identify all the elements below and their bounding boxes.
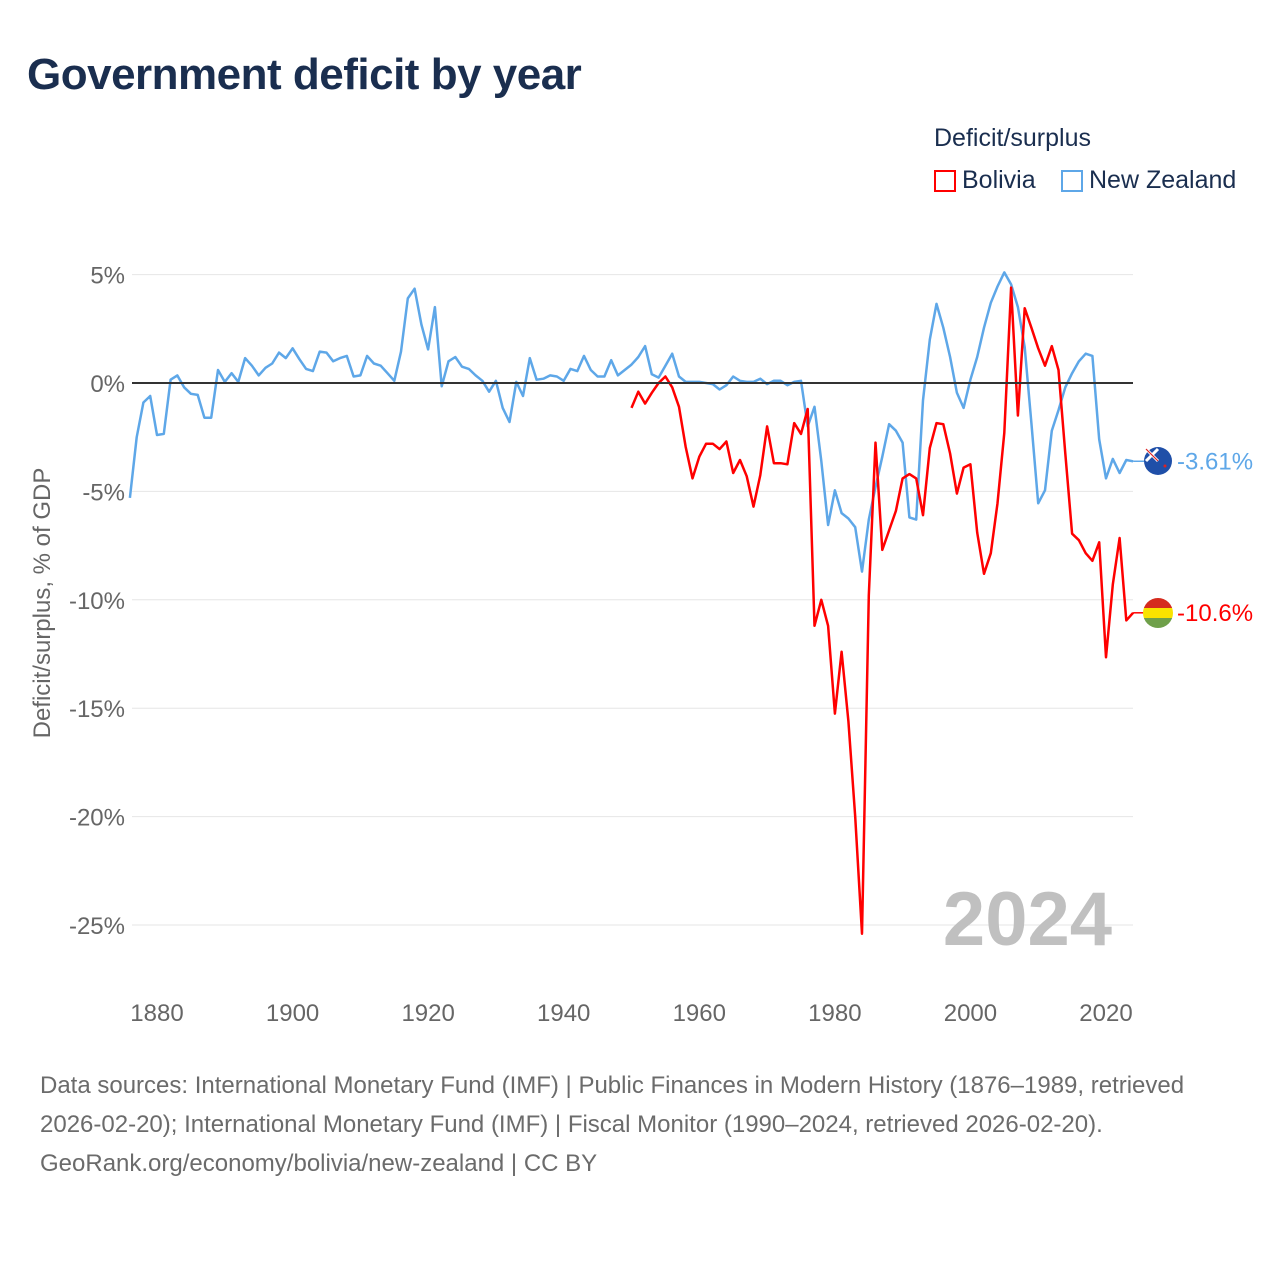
- end-value-label: -3.61%: [1177, 448, 1253, 475]
- credit-link[interactable]: GeoRank.org/economy/bolivia/new-zealand …: [40, 1150, 598, 1177]
- y-tick-label: 0%: [90, 371, 125, 398]
- x-tick-label: 2000: [944, 1000, 997, 1027]
- y-tick-label: -10%: [69, 588, 125, 615]
- legend-item-new-zealand[interactable]: New Zealand: [1061, 166, 1236, 195]
- footer: Data sources: International Monetary Fun…: [40, 1066, 1240, 1183]
- x-tick-label: 1880: [130, 1000, 183, 1027]
- end-value-label: -10.6%: [1177, 600, 1253, 627]
- x-tick-label: 1900: [266, 1000, 319, 1027]
- x-tick-label: 1960: [673, 1000, 726, 1027]
- legend-title: Deficit/surplus: [934, 124, 1091, 152]
- legend-label: New Zealand: [1089, 166, 1237, 194]
- x-tick-label: 1920: [401, 1000, 454, 1027]
- y-tick-label: -25%: [69, 913, 125, 940]
- legend-swatch-bolivia: [934, 169, 956, 192]
- new-zealand-flag-icon: [1144, 447, 1172, 475]
- series-line-bolivia[interactable]: [630, 286, 1135, 935]
- y-tick-label: -15%: [69, 696, 125, 723]
- year-watermark: 2024: [943, 877, 1112, 962]
- y-tick-label: -5%: [82, 479, 125, 506]
- legend-label: Bolivia: [962, 166, 1036, 194]
- y-tick-label: -20%: [69, 805, 125, 832]
- legend-item-bolivia[interactable]: Bolivia: [934, 166, 1036, 195]
- x-tick-label: 1980: [808, 1000, 861, 1027]
- series-line-new-zealand[interactable]: [128, 271, 1134, 573]
- chart-title: Government deficit by year: [27, 50, 582, 99]
- y-axis-label: Deficit/surplus, % of GDP: [29, 468, 56, 739]
- data-sources: Data sources: International Monetary Fun…: [40, 1072, 1185, 1138]
- y-tick-label: 5%: [90, 263, 125, 290]
- legend-swatch-new-zealand: [1061, 169, 1083, 192]
- x-tick-label: 2020: [1079, 1000, 1132, 1027]
- x-tick-label: 1940: [537, 1000, 590, 1027]
- bolivia-flag-icon: [1143, 598, 1173, 628]
